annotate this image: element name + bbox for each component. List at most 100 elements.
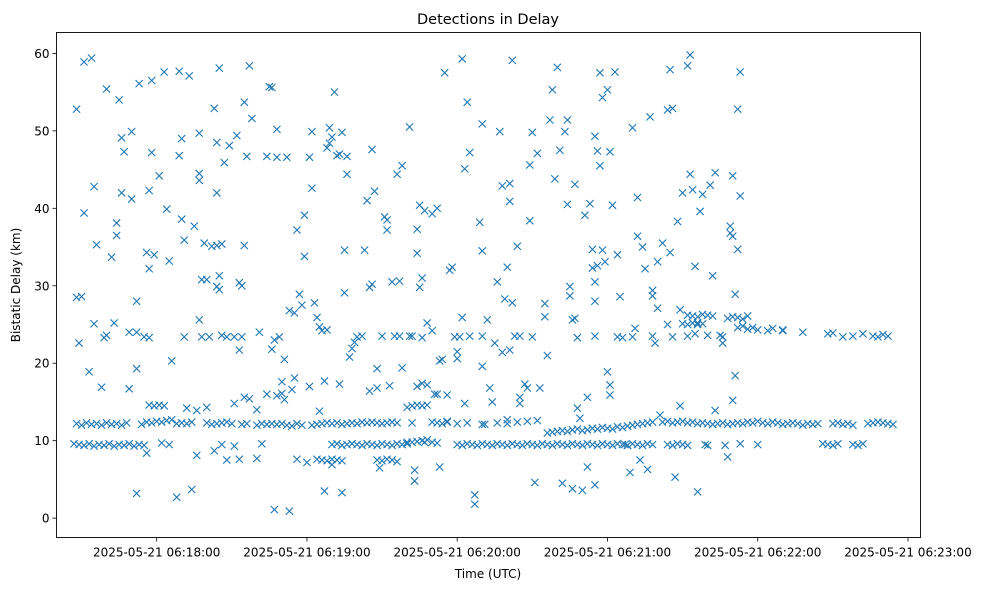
y-axis-label: Bistatic Delay (km) xyxy=(9,228,23,343)
data-point xyxy=(358,332,367,341)
data-point xyxy=(498,348,507,357)
data-point xyxy=(515,399,524,408)
data-point xyxy=(292,226,301,234)
data-point xyxy=(322,456,331,465)
data-point xyxy=(130,442,139,451)
data-point xyxy=(215,271,224,280)
data-point xyxy=(215,64,224,73)
data-point xyxy=(728,396,737,405)
data-point xyxy=(87,54,96,63)
data-point xyxy=(300,211,309,220)
data-point xyxy=(463,418,472,427)
data-point xyxy=(147,76,156,85)
data-point xyxy=(828,441,837,450)
data-point xyxy=(338,456,346,465)
data-point xyxy=(525,216,534,225)
data-point xyxy=(252,421,261,430)
data-point xyxy=(658,239,667,248)
data-point xyxy=(110,442,119,451)
data-point xyxy=(628,123,637,132)
data-point xyxy=(277,419,286,428)
data-point xyxy=(307,184,316,193)
data-point xyxy=(277,377,286,386)
data-point xyxy=(448,263,457,272)
data-point xyxy=(82,418,91,427)
data-point xyxy=(320,487,329,496)
data-point xyxy=(488,441,497,450)
data-point xyxy=(90,182,99,191)
data-point xyxy=(793,419,802,428)
data-point xyxy=(373,364,382,373)
data-point xyxy=(575,414,584,423)
data-point xyxy=(588,245,597,254)
data-point xyxy=(388,277,397,286)
data-point xyxy=(768,324,777,333)
data-point xyxy=(165,440,174,449)
data-point xyxy=(570,314,579,323)
data-point xyxy=(217,239,226,248)
data-point xyxy=(105,439,114,448)
data-point xyxy=(686,50,695,59)
data-point xyxy=(145,333,154,342)
data-point xyxy=(583,393,592,402)
data-point xyxy=(267,345,276,354)
data-point xyxy=(763,419,772,428)
data-point xyxy=(696,207,705,216)
data-point xyxy=(590,332,599,341)
data-point xyxy=(515,332,524,341)
data-point xyxy=(127,195,136,204)
data-point xyxy=(590,480,599,489)
data-point xyxy=(505,197,514,206)
data-point xyxy=(72,105,81,114)
data-point xyxy=(242,419,251,428)
data-point xyxy=(322,325,331,334)
data-point xyxy=(132,489,141,498)
data-point xyxy=(698,190,707,199)
data-point xyxy=(327,460,336,469)
data-point xyxy=(443,390,452,399)
data-point xyxy=(500,294,509,303)
data-point xyxy=(671,473,680,482)
data-point xyxy=(312,313,321,322)
data-point xyxy=(631,324,639,333)
data-point xyxy=(302,458,311,467)
data-point xyxy=(80,208,89,217)
data-point xyxy=(195,129,204,138)
data-point xyxy=(628,332,637,341)
data-point xyxy=(395,332,404,341)
data-point xyxy=(733,313,742,322)
data-point xyxy=(676,305,685,314)
data-point xyxy=(753,440,762,449)
data-point xyxy=(530,478,539,487)
data-point xyxy=(125,328,134,337)
data-point xyxy=(726,222,735,231)
data-point xyxy=(97,383,106,392)
data-point xyxy=(618,333,627,342)
data-point xyxy=(200,239,209,248)
data-point xyxy=(453,419,462,428)
data-point xyxy=(358,441,367,450)
data-point xyxy=(593,425,602,434)
chart-title: Detections in Delay xyxy=(417,12,559,28)
data-point xyxy=(638,243,647,252)
data-point xyxy=(217,331,226,340)
data-point xyxy=(235,455,244,464)
data-point xyxy=(252,405,261,414)
data-point xyxy=(833,418,842,427)
data-point xyxy=(80,441,89,450)
data-point xyxy=(338,488,346,497)
data-point xyxy=(600,257,609,266)
data-point xyxy=(443,417,452,426)
data-point xyxy=(257,439,266,448)
data-point xyxy=(102,331,111,340)
data-point xyxy=(142,248,151,257)
data-point xyxy=(90,319,99,328)
data-point xyxy=(270,505,279,514)
y-tick-label: 30 xyxy=(34,279,49,293)
data-point xyxy=(605,380,614,389)
data-point xyxy=(565,282,574,291)
data-point xyxy=(888,420,897,429)
data-point xyxy=(330,88,339,97)
data-point xyxy=(393,418,402,427)
data-point xyxy=(663,320,672,329)
